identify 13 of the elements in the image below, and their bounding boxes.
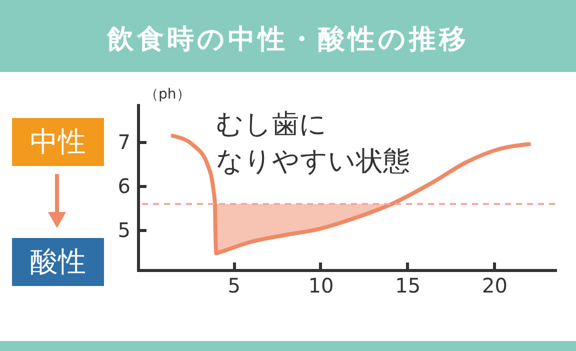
chart-title: 飲食時の中性・酸性の推移 <box>0 0 576 72</box>
y-tick-label: 5 <box>118 218 130 242</box>
y-tick-label: 6 <box>118 174 130 198</box>
annotation: むし歯に <box>216 109 327 140</box>
x-tick-label: 15 <box>395 274 421 298</box>
x-tick-label: 5 <box>228 274 240 298</box>
annotation: なりやすい状態 <box>216 146 410 177</box>
y-tick-label: 7 <box>118 130 130 154</box>
text: 酸性 <box>12 238 104 286</box>
x-tick-label: 10 <box>308 274 334 298</box>
y-axis-title: （ph） <box>144 86 190 102</box>
text: 中性 <box>12 118 104 166</box>
x-tick-label: 20 <box>482 274 508 298</box>
